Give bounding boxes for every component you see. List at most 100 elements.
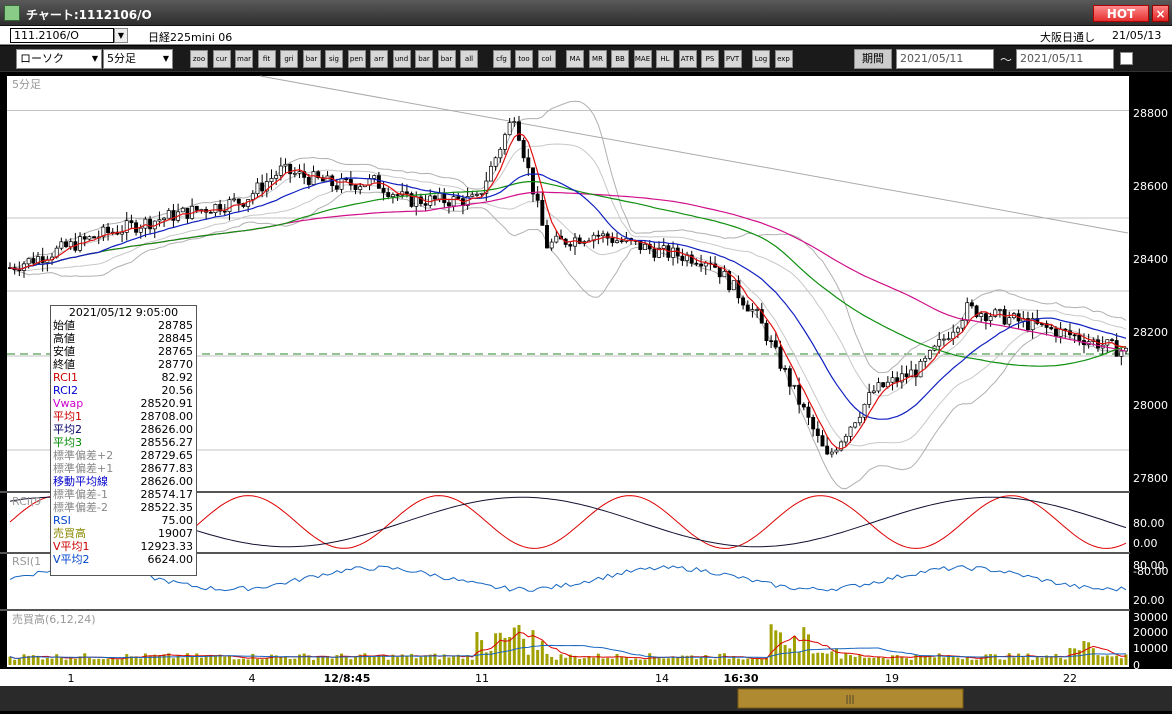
candle-body: [106, 226, 111, 234]
candle-body: [26, 258, 31, 265]
hot-button[interactable]: HOT: [1093, 5, 1149, 22]
volume-bar: [377, 655, 381, 665]
volume-bar: [568, 654, 572, 665]
tool-arrow-button[interactable]: arr: [370, 50, 388, 68]
volume-bar: [162, 654, 166, 665]
tool-bar2-button[interactable]: bar: [437, 50, 456, 68]
volume-bar: [419, 656, 423, 665]
volume-bar: [919, 655, 923, 665]
candle-body: [853, 422, 858, 428]
volume-bar: [69, 657, 73, 665]
candle-body: [292, 172, 297, 175]
tool-MA-button[interactable]: MA: [566, 50, 584, 68]
candle-body: [876, 382, 881, 392]
candle-body: [101, 226, 106, 238]
tool-pen-button[interactable]: pen: [347, 50, 366, 68]
volume-bar: [750, 658, 754, 665]
candle-body: [736, 280, 741, 299]
volume-bar: [601, 658, 605, 665]
chart-type-select[interactable]: ローソク ▼: [16, 49, 102, 69]
period-button[interactable]: 期間: [854, 49, 892, 69]
candle-body: [983, 313, 988, 321]
candle-body: [722, 271, 727, 278]
candle-body: [451, 196, 456, 207]
tool-all-button[interactable]: all: [460, 50, 478, 68]
tool-bar1-button[interactable]: bar: [415, 50, 433, 68]
candle-body: [881, 382, 886, 388]
info-label: RSI: [53, 514, 71, 527]
tool-cursor-button[interactable]: cur: [212, 50, 231, 68]
candle-body: [867, 392, 872, 405]
volume-bar: [64, 659, 68, 665]
volume-bar: [914, 654, 918, 665]
candle-body: [535, 193, 540, 201]
tool-PS-button[interactable]: PS: [701, 50, 719, 68]
tool-grid-button[interactable]: gri: [280, 50, 298, 68]
tool-ATR-button[interactable]: ATR: [678, 50, 697, 68]
std-dev-band: [9, 100, 1127, 374]
candle-body: [1007, 317, 1012, 325]
axis-tick-label: 0.00: [1133, 537, 1158, 550]
tool-color-button[interactable]: col: [537, 50, 556, 68]
app-icon: [4, 5, 20, 21]
volume-bar: [433, 653, 437, 665]
candle-body: [390, 194, 395, 197]
option-checkbox[interactable]: [1120, 52, 1133, 65]
volume-bar: [676, 657, 680, 665]
axis-tick-label: 28600: [1133, 180, 1168, 193]
volume-bar: [452, 655, 456, 665]
symbol-input[interactable]: 111.2106/O: [10, 28, 114, 43]
volume-bar: [1040, 657, 1044, 665]
info-row: V平均2 6624.00: [51, 553, 196, 566]
volume-bar: [312, 659, 316, 665]
tool-sig-button[interactable]: sig: [325, 50, 343, 68]
candle-body: [348, 179, 353, 186]
candle-body: [493, 157, 498, 167]
volume-bar: [213, 655, 217, 665]
volume-bar: [680, 655, 684, 665]
instrument-bar: 111.2106/O ▼ 日経225mini 06 大阪日通し 21/05/13: [0, 26, 1172, 45]
volume-bar: [624, 657, 628, 665]
interval-select[interactable]: 5分足 ▼: [103, 49, 173, 69]
volume-bar: [227, 656, 231, 665]
scroll-thumb[interactable]: [737, 688, 964, 709]
info-row: 平均3 28556.27: [51, 436, 196, 449]
volume-bar: [22, 654, 26, 665]
candle-body: [395, 194, 400, 196]
tool-zoom-button[interactable]: zoo: [190, 50, 208, 68]
date-to-input[interactable]: 2021/05/11: [1016, 49, 1114, 69]
tool-fit-button[interactable]: fit: [257, 50, 276, 68]
tool-MR-button[interactable]: MR: [588, 50, 607, 68]
rci-panel-label: RCI(9: [12, 495, 41, 508]
info-row: 標準偏差-1 28574.17: [51, 488, 196, 501]
close-button[interactable]: ×: [1152, 5, 1169, 22]
symbol-dropdown-button[interactable]: ▼: [114, 28, 128, 43]
tool-Log-button[interactable]: Log: [752, 50, 770, 68]
tool-cfg-button[interactable]: cfg: [492, 50, 511, 68]
tool-PVT-button[interactable]: PVT: [723, 50, 742, 68]
tool-HL-button[interactable]: HL: [656, 50, 674, 68]
tool-BB-button[interactable]: BB: [611, 50, 629, 68]
date-from-input[interactable]: 2021/05/11: [896, 49, 994, 69]
tool-mark-button[interactable]: mar: [235, 50, 253, 68]
volume-bar: [863, 657, 867, 665]
volume-bar: [405, 656, 409, 665]
tool-undo-button[interactable]: und: [392, 50, 411, 68]
axis-tick-label: 30000: [1133, 611, 1168, 624]
candle-body: [820, 435, 825, 447]
candle-body: [306, 177, 311, 185]
tool-MAE-button[interactable]: MAE: [633, 50, 652, 68]
time-tick-label: 11: [475, 672, 489, 685]
tool-tool-button[interactable]: too: [515, 50, 533, 68]
candle-body: [68, 241, 73, 248]
candle-body: [437, 193, 442, 200]
info-value: 28770: [158, 358, 193, 371]
tool-bar-button[interactable]: bar: [302, 50, 321, 68]
volume-ma2-line: [9, 644, 1127, 659]
tool-exp-button[interactable]: exp: [774, 50, 793, 68]
title-bar: チャート:1112106/O HOT ×: [0, 0, 1172, 26]
candle-body: [232, 198, 237, 201]
candle-body: [811, 417, 816, 430]
candle-body: [591, 234, 596, 242]
scroll-track[interactable]: [0, 686, 1172, 711]
